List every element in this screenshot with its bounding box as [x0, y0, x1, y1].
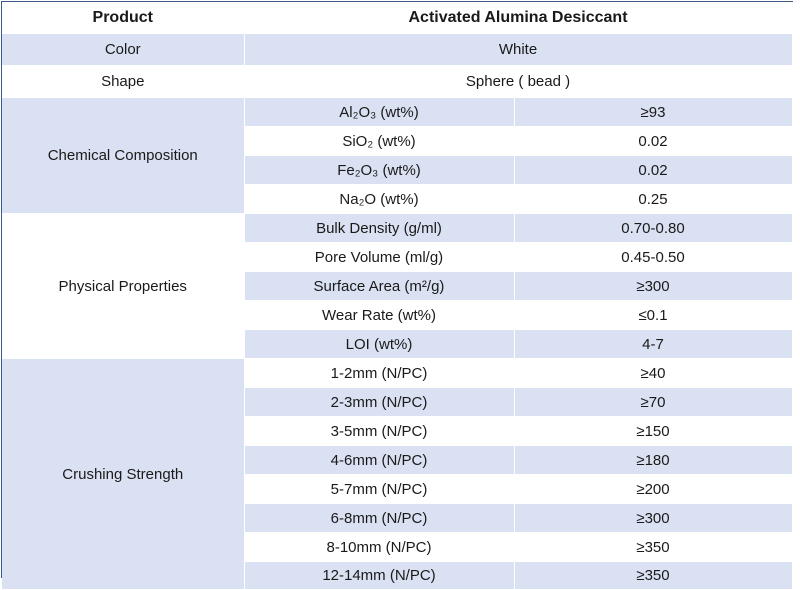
table-row: Crushing Strength 1-2mm (N/PC) ≥40 — [2, 358, 793, 590]
value-cell: ≥93 — [514, 97, 793, 127]
property-cell: 1-2mm (N/PC) — [244, 358, 515, 388]
property-cell: 2-3mm (N/PC) — [244, 387, 515, 417]
value-cell: 0.02 — [514, 155, 793, 185]
value-cell: ≥70 — [514, 387, 793, 417]
property-cell: SiO₂ (wt%) — [244, 126, 515, 156]
value-cell: 0.70-0.80 — [514, 213, 793, 243]
value-cell: ≥350 — [514, 561, 793, 590]
value-cell: 0.02 — [514, 126, 793, 156]
property-cell: 8-10mm (N/PC) — [244, 532, 515, 562]
property-cell: Bulk Density (g/ml) — [244, 213, 515, 243]
value-cell: ≥200 — [514, 474, 793, 504]
table-row: Physical Properties Bulk Density (g/ml) … — [2, 213, 793, 359]
value-cell: ≥150 — [514, 416, 793, 446]
property-cell: 6-8mm (N/PC) — [244, 503, 515, 533]
value-cell: ≥300 — [514, 271, 793, 301]
table-row: Chemical Composition Al₂O₃ (wt%) ≥93 — [2, 97, 793, 214]
property-cell: LOI (wt%) — [244, 329, 515, 359]
shape-value: Sphere ( bead ) — [244, 65, 793, 98]
property-cell: Wear Rate (wt%) — [244, 300, 515, 330]
value-cell: ≤0.1 — [514, 300, 793, 330]
property-cell: Fe₂O₃ (wt%) — [244, 155, 515, 185]
table-row: SiO₂ (wt%) 0.02 — [2, 126, 793, 156]
header-row: Product Activated Alumina Desiccant — [2, 2, 793, 34]
group-chemical-composition: Chemical Composition — [2, 97, 245, 214]
shape-label: Shape — [2, 65, 245, 98]
value-cell: 4-7 — [514, 329, 793, 359]
value-cell: ≥180 — [514, 445, 793, 475]
color-value: White — [244, 33, 793, 66]
color-label: Color — [2, 33, 245, 66]
table-row: Shape Sphere ( bead ) — [2, 65, 793, 98]
value-cell: ≥300 — [514, 503, 793, 533]
product-name: Activated Alumina Desiccant — [244, 2, 793, 34]
group-physical-properties: Physical Properties — [2, 213, 245, 359]
property-cell: 4-6mm (N/PC) — [244, 445, 515, 475]
property-cell: 3-5mm (N/PC) — [244, 416, 515, 446]
value-cell: 0.25 — [514, 184, 793, 214]
property-cell: Pore Volume (ml/g) — [244, 242, 515, 272]
value-cell: ≥40 — [514, 358, 793, 388]
value-cell: 0.45-0.50 — [514, 242, 793, 272]
property-cell: 5-7mm (N/PC) — [244, 474, 515, 504]
property-cell: Na₂O (wt%) — [244, 184, 515, 214]
property-cell: Surface Area (m²/g) — [244, 271, 515, 301]
table-row: Color White — [2, 33, 793, 66]
product-label: Product — [2, 2, 245, 34]
property-cell: Al₂O₃ (wt%) — [244, 97, 515, 127]
group-crushing-strength: Crushing Strength — [2, 358, 245, 590]
value-cell: ≥350 — [514, 532, 793, 562]
property-cell: 12-14mm (N/PC) — [244, 561, 515, 590]
